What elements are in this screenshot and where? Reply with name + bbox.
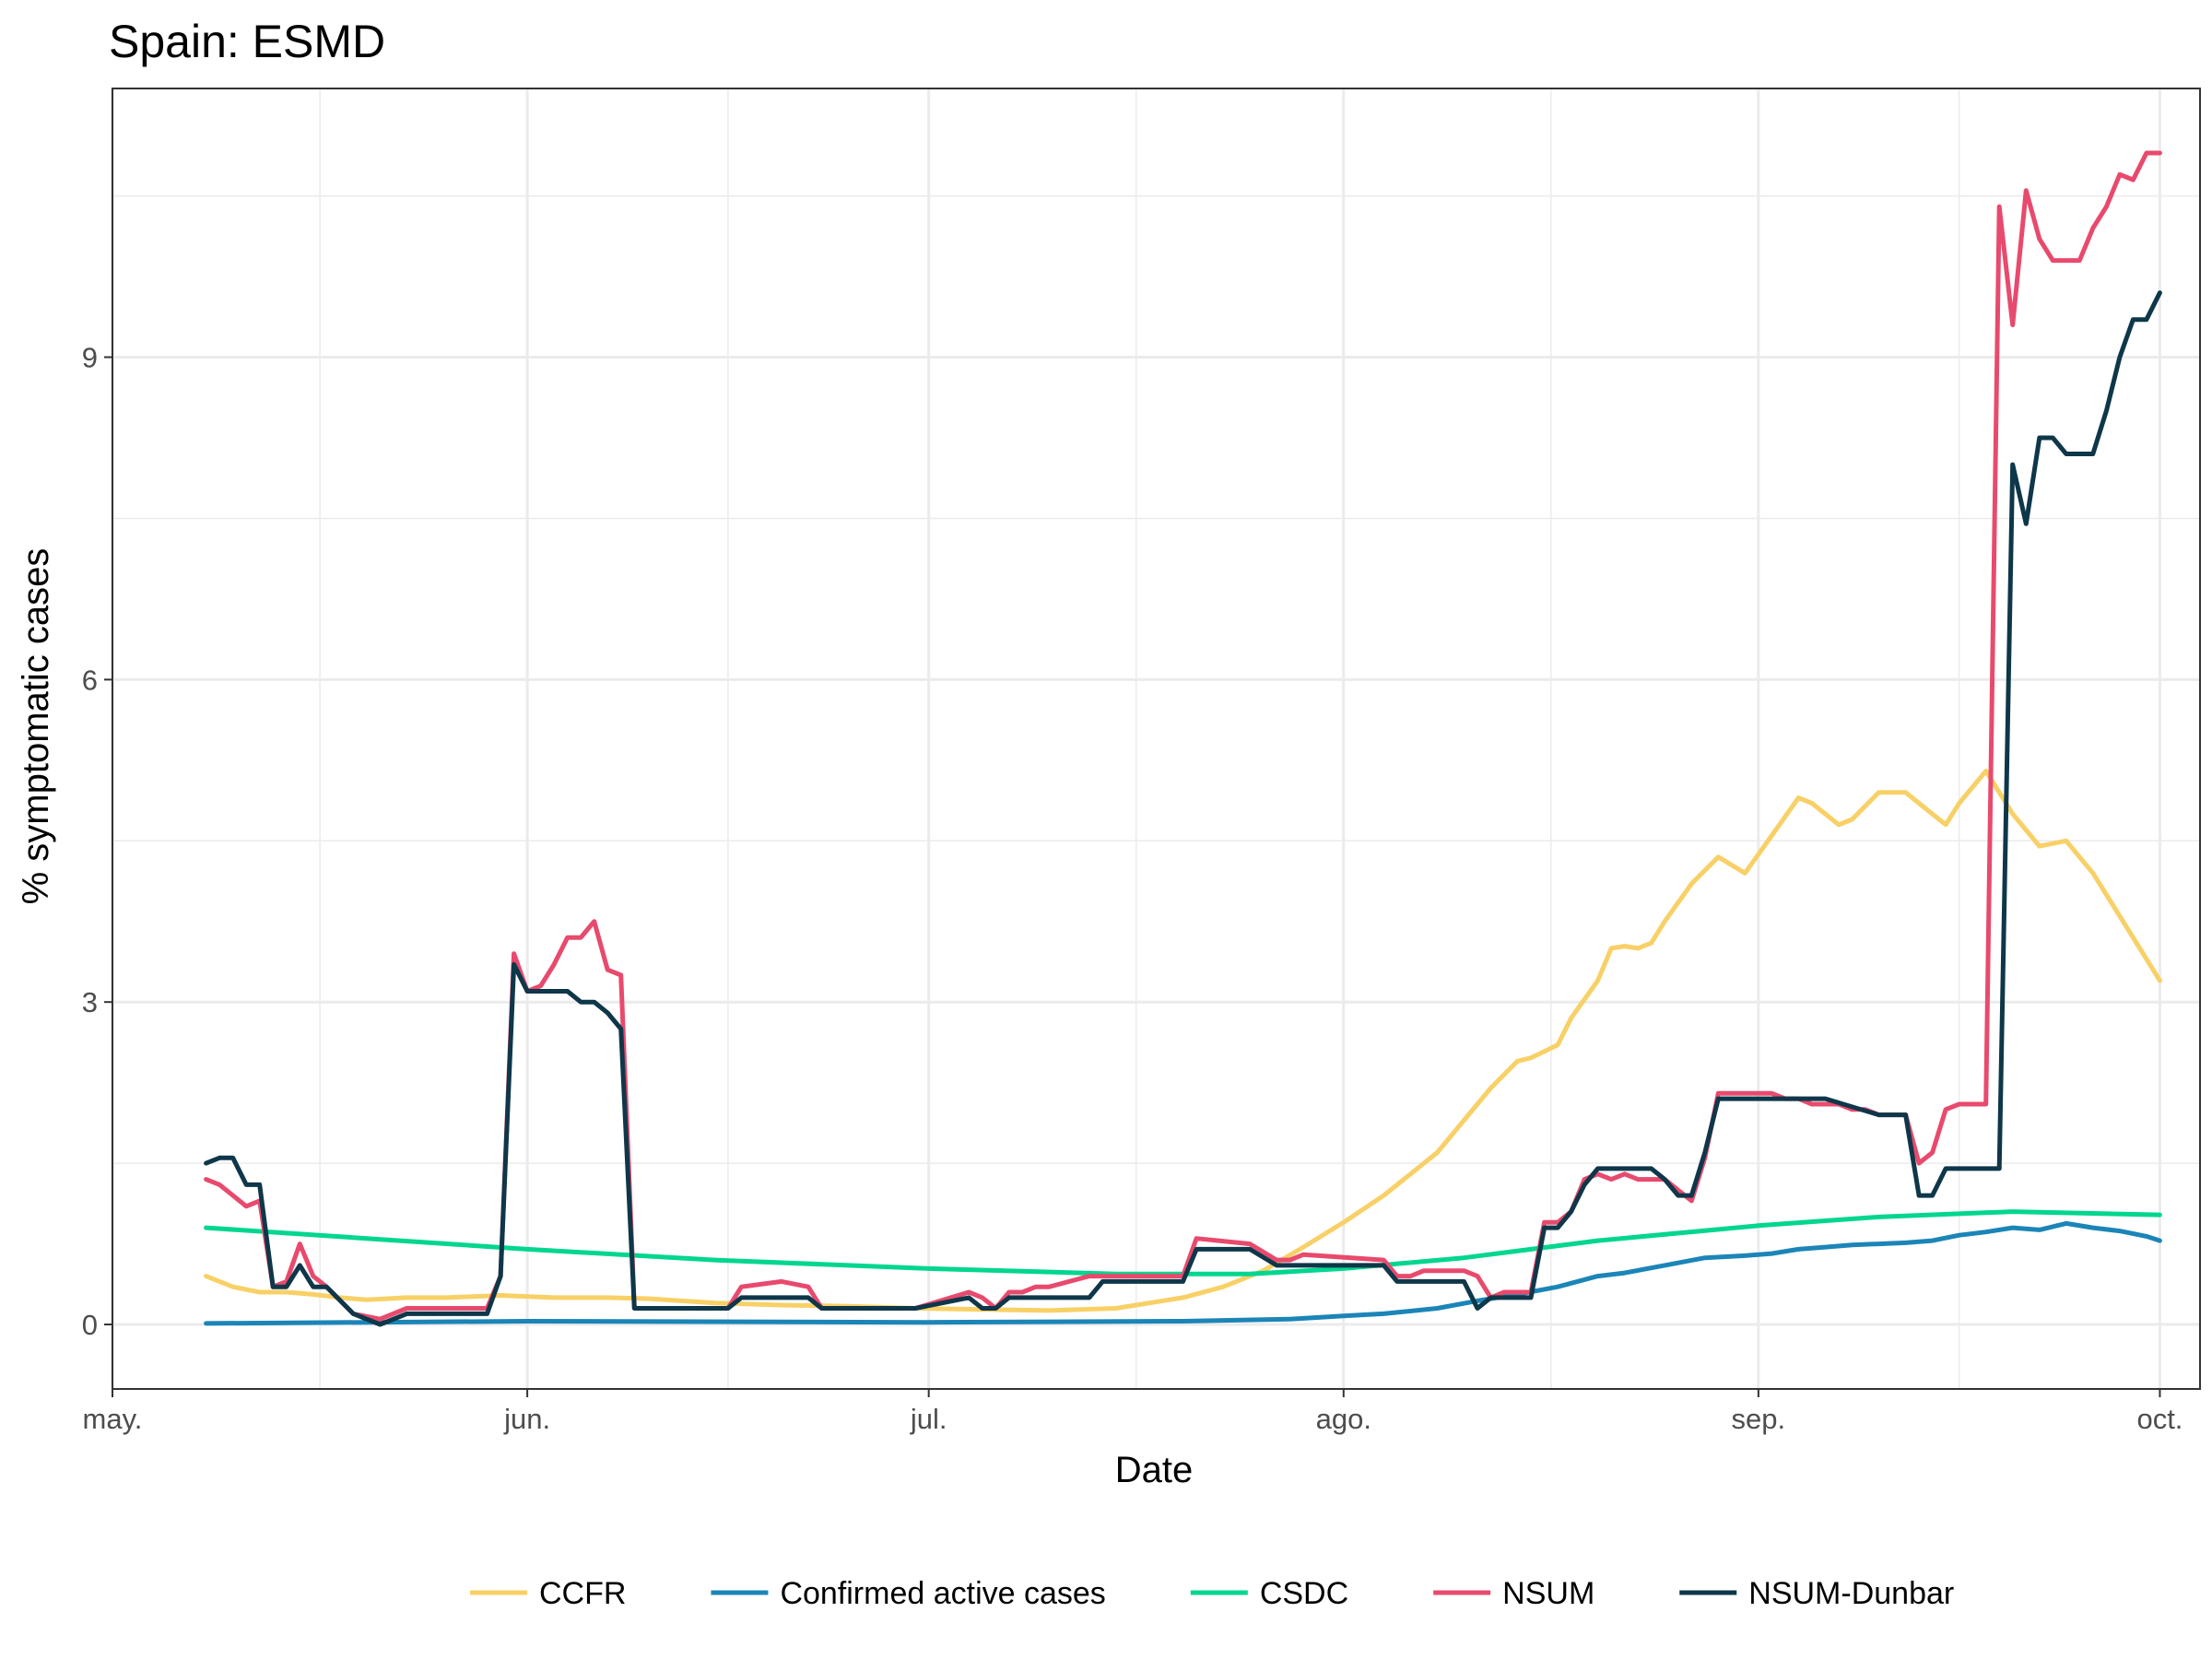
- x-tick-label: jun.: [503, 1403, 550, 1435]
- x-axis-title: Date: [1115, 1450, 1194, 1490]
- y-tick-label: 6: [82, 664, 98, 696]
- legend-label-nsum-dunbar: NSUM-Dunbar: [1748, 1576, 1954, 1611]
- plot-panel: [111, 88, 2201, 1390]
- plot-border: [112, 88, 2201, 1390]
- series-line-nsum: [204, 150, 2162, 1322]
- series-line-nsum-dunbar: [204, 290, 2162, 1327]
- y-axis: 0 3 6 9: [82, 342, 112, 1341]
- chart-title: Spain: ESMD: [109, 16, 385, 67]
- x-tick-label: may.: [83, 1403, 143, 1435]
- series-line-confirmed-active-cases: [204, 1220, 2162, 1326]
- x-tick-label: jul.: [910, 1403, 947, 1435]
- legend-label-ccfr: CCFR: [539, 1576, 626, 1611]
- legend-label-csdc: CSDC: [1260, 1576, 1348, 1611]
- series-line-csdc: [204, 1209, 2162, 1277]
- plot-background: [112, 88, 2200, 1389]
- series-lines: [204, 150, 2162, 1327]
- legend-label-nsum: NSUM: [1502, 1576, 1594, 1611]
- x-tick-label: ago.: [1316, 1403, 1371, 1435]
- x-tick-label: oct.: [2136, 1403, 2183, 1435]
- grid-minor-x: [319, 88, 1960, 1389]
- y-tick-label: 3: [82, 986, 98, 1018]
- x-tick-label: sep.: [1732, 1403, 1786, 1435]
- y-tick-label: 9: [82, 342, 98, 374]
- y-axis-title: % symptomatic cases: [16, 548, 56, 905]
- legend: CCFR Confirmed active cases CSDC NSUM NSUM-D…: [470, 1576, 1954, 1611]
- legend-label-confirmed-active-cases: Confirmed active cases: [780, 1576, 1105, 1611]
- grid-major-y: [112, 356, 2200, 1326]
- x-axis: may. jun. jul. ago. sep. oct.: [83, 1389, 2183, 1435]
- grid-minor-y: [112, 194, 2200, 1164]
- y-tick-label: 0: [82, 1309, 98, 1341]
- series-line-ccfr: [204, 769, 2162, 1313]
